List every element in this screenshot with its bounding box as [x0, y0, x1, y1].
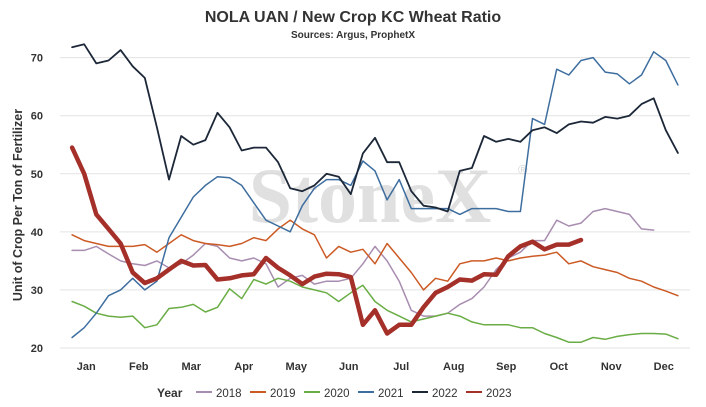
x-tick-label: Jun	[339, 361, 359, 373]
x-tick-label: Dec	[654, 361, 674, 373]
watermark: StoneX ®	[249, 152, 528, 239]
x-tick-label: Sep	[496, 361, 516, 373]
legend-label-2020[interactable]: 2020	[324, 388, 350, 400]
series-line-2022	[71, 43, 679, 213]
series-line-2020	[71, 277, 679, 343]
grid-lines	[60, 57, 690, 349]
x-axis-ticks: Jan Feb Mar Apr May Jun Jul Aug Sep Oct Nov Dec	[77, 361, 674, 373]
x-tick-label: Jan	[77, 361, 96, 373]
y-axis-label: Unit of Crop Per Ton of Fertilizer	[11, 109, 25, 301]
y-axis-ticks: 20 30 40 50 60 70	[31, 53, 43, 355]
legend-label-2018[interactable]: 2018	[216, 388, 242, 400]
y-tick-label: 20	[31, 343, 43, 355]
watermark-registered-mark: ®	[518, 162, 528, 177]
y-tick-label: 60	[31, 111, 43, 123]
x-tick-label: Apr	[234, 361, 254, 373]
legend-title: Year	[157, 386, 183, 400]
x-tick-label: Oct	[550, 361, 569, 373]
chart-title: NOLA UAN / New Crop KC Wheat Ratio	[205, 9, 502, 26]
legend-label-2021[interactable]: 2021	[378, 388, 404, 400]
y-tick-label: 70	[31, 53, 43, 65]
x-tick-label: Feb	[129, 361, 149, 373]
watermark-text: StoneX	[249, 152, 492, 239]
legend-label-2023[interactable]: 2023	[486, 388, 512, 400]
x-tick-label: Nov	[601, 361, 623, 373]
x-tick-label: May	[286, 361, 308, 373]
legend-label-2019[interactable]: 2019	[270, 388, 296, 400]
legend-label-2022[interactable]: 2022	[432, 388, 458, 400]
x-tick-label: Mar	[181, 361, 201, 373]
series-line-2023	[69, 145, 584, 336]
x-tick-label: Jul	[393, 361, 409, 373]
y-tick-label: 40	[31, 227, 43, 239]
chart-subtitle: Sources: Argus, ProphetX	[291, 30, 415, 41]
x-tick-label: Aug	[443, 361, 464, 373]
series-line-2021	[71, 51, 679, 339]
series-lines	[69, 43, 679, 343]
legend: Year 2018 2019 2020 2021 2022 2023	[157, 386, 512, 400]
y-tick-label: 50	[31, 169, 43, 181]
series-line-2019	[71, 219, 679, 297]
y-tick-label: 30	[31, 285, 43, 297]
